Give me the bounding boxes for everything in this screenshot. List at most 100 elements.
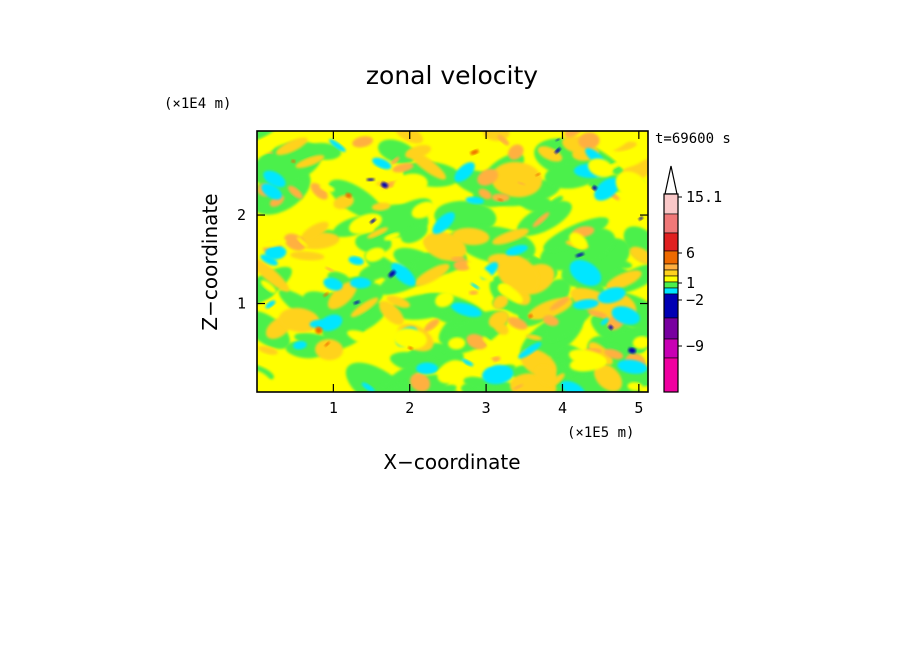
velocity-patch bbox=[327, 281, 357, 310]
velocity-patch bbox=[435, 291, 454, 308]
velocity-patch bbox=[569, 232, 588, 250]
colorbar-bin bbox=[663, 250, 679, 265]
velocity-patch bbox=[293, 340, 307, 350]
velocity-patch bbox=[366, 178, 375, 182]
velocity-patch bbox=[257, 131, 279, 143]
velocity-patch bbox=[534, 365, 558, 386]
velocity-patch bbox=[276, 137, 308, 156]
velocity-patch bbox=[507, 316, 528, 330]
velocity-patch bbox=[392, 163, 414, 173]
velocity-patch bbox=[532, 212, 550, 228]
velocity-patch bbox=[587, 158, 614, 178]
velocity-patch bbox=[606, 270, 642, 290]
velocity-patch bbox=[350, 297, 379, 318]
velocity-patch bbox=[543, 315, 559, 327]
velocity-patch bbox=[496, 254, 540, 294]
velocity-patch bbox=[604, 160, 624, 172]
velocity-patch bbox=[263, 170, 286, 188]
velocity-patch bbox=[265, 300, 276, 309]
x-tick-label: 3 bbox=[482, 399, 491, 417]
velocity-patch bbox=[260, 280, 277, 294]
velocity-patch bbox=[432, 212, 455, 235]
time-label: t=69600 s bbox=[655, 131, 731, 147]
velocity-patch bbox=[617, 359, 648, 374]
velocity-patch bbox=[260, 254, 278, 266]
velocity-patch bbox=[390, 156, 400, 165]
velocity-patch bbox=[365, 247, 385, 262]
colorbar-label: −2 bbox=[686, 291, 704, 309]
colorbar-bin bbox=[663, 213, 679, 234]
colorbar-bin bbox=[663, 269, 679, 277]
velocity-patch bbox=[401, 224, 428, 244]
velocity-patch bbox=[594, 177, 620, 201]
velocity-patch bbox=[451, 302, 482, 318]
velocity-patch bbox=[465, 196, 484, 205]
velocity-patch bbox=[588, 342, 613, 366]
velocity-patch bbox=[416, 362, 438, 375]
velocity-patch bbox=[352, 136, 373, 148]
colorbar-bin bbox=[663, 317, 679, 340]
velocity-patch bbox=[319, 184, 335, 193]
velocity-patch bbox=[325, 267, 334, 272]
velocity-patch bbox=[505, 244, 528, 256]
velocity-patch bbox=[568, 349, 606, 367]
velocity-patch bbox=[424, 318, 440, 332]
velocity-patch bbox=[329, 139, 346, 152]
colorbar-arrow bbox=[664, 165, 678, 195]
velocity-patch bbox=[535, 173, 541, 177]
colorbar-label: 1 bbox=[686, 274, 695, 292]
velocity-patch bbox=[324, 341, 330, 347]
colorbar-label: 6 bbox=[686, 244, 695, 262]
velocity-patch bbox=[392, 328, 427, 349]
velocity-patch bbox=[578, 132, 600, 149]
velocity-patch bbox=[492, 294, 509, 310]
velocity-patch bbox=[517, 181, 526, 186]
velocity-patch bbox=[369, 218, 376, 224]
velocity-patch bbox=[345, 192, 352, 199]
velocity-patch bbox=[350, 277, 371, 289]
velocity-patch bbox=[491, 193, 510, 202]
velocity-patch bbox=[573, 299, 599, 310]
velocity-patch bbox=[491, 161, 543, 198]
x-axis-ticks: 1 2 3 4 5 bbox=[329, 131, 643, 417]
velocity-patch bbox=[615, 171, 648, 200]
velocity-patch bbox=[371, 363, 420, 392]
velocity-patch bbox=[575, 252, 585, 258]
colorbar-label: −9 bbox=[686, 337, 704, 355]
velocity-patch bbox=[549, 296, 570, 311]
velocity-patch bbox=[284, 233, 306, 251]
velocity-patch bbox=[348, 256, 364, 266]
velocity-patch bbox=[603, 131, 634, 151]
velocity-patch bbox=[345, 362, 412, 392]
x-tick-label: 1 bbox=[329, 399, 338, 417]
velocity-patch bbox=[353, 300, 360, 305]
velocity-patch bbox=[393, 173, 428, 196]
velocity-patch bbox=[388, 270, 396, 278]
velocity-patch bbox=[537, 146, 563, 162]
colorbar-label: 15.1 bbox=[686, 188, 722, 206]
velocity-patch bbox=[347, 330, 384, 348]
velocity-patch bbox=[608, 325, 614, 330]
chart-title: zonal velocity bbox=[366, 61, 538, 90]
y-tick-label: 1 bbox=[237, 295, 246, 313]
velocity-patch bbox=[348, 213, 383, 235]
velocity-patch bbox=[372, 157, 392, 170]
contour-field bbox=[257, 131, 648, 392]
velocity-patch bbox=[492, 228, 529, 245]
velocity-patch bbox=[481, 364, 514, 385]
velocity-patch bbox=[448, 337, 466, 350]
velocity-patch bbox=[279, 307, 320, 333]
velocity-patch bbox=[386, 295, 411, 308]
velocity-patch bbox=[257, 369, 275, 392]
x-tick-label: 2 bbox=[405, 399, 414, 417]
velocity-patch bbox=[437, 360, 465, 384]
velocity-patch bbox=[261, 183, 282, 200]
y-scale-label: (×1E4 m) bbox=[164, 96, 231, 112]
colorbar-bin bbox=[663, 275, 679, 283]
velocity-patch bbox=[333, 194, 354, 210]
velocity-patch bbox=[497, 134, 510, 146]
velocity-patch bbox=[587, 310, 608, 319]
velocity-patch bbox=[290, 251, 325, 261]
velocity-patch bbox=[380, 374, 450, 392]
velocity-patch bbox=[407, 346, 414, 350]
